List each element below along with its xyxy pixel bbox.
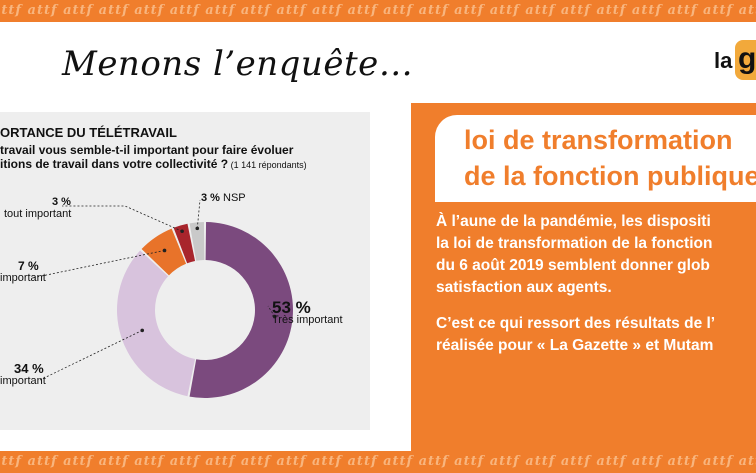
slice-pas-du-tout (173, 223, 196, 264)
leader-line (39, 330, 143, 381)
label-important-34-text: important (0, 375, 46, 387)
label-nsp: 3 % NSP (201, 192, 246, 204)
label-tres-important-value: 53 % (272, 298, 311, 317)
label-pas-du-tout-value: 3 % (52, 196, 71, 208)
label-pas-du-tout-text: tout important (4, 208, 72, 220)
leader-dot (180, 229, 184, 234)
slice-important (117, 250, 196, 397)
chart-question-line1: travail vous semble-t-il important pour … (0, 143, 294, 157)
label-nsp-value: 3 % (201, 192, 220, 204)
leader-line (196, 199, 201, 229)
label-pas-du-tout: 3 % tout important (0, 196, 71, 220)
chart-question-line2: itions de travail dans votre collectivit… (0, 157, 229, 171)
article-title-line2: de la fonction publique (464, 161, 756, 191)
leader-dot (162, 248, 167, 253)
label-important-7-text: important (0, 272, 46, 284)
band-pattern-text: attf attf attf attf attf attf attf attf … (0, 454, 756, 469)
respondents-count: (1 141 répondants) (228, 160, 307, 170)
bottom-pattern-band: attf attf attf attf attf attf attf attf … (0, 451, 756, 473)
chart-question: travail vous semble-t-il important pour … (0, 143, 307, 172)
leader-dot (272, 314, 277, 319)
logo-letter: g (735, 40, 756, 80)
leader-line (31, 250, 165, 279)
label-important-34: 34 % important (0, 361, 46, 387)
article-title-box: loi de transformation de la fonction pub… (435, 115, 756, 202)
leader-line (62, 205, 183, 232)
leader-dot (195, 226, 200, 231)
label-tres-important: 53 % Très important (272, 298, 343, 326)
article-paragraph-1: À l’aune de la pandémie, les dispositi l… (436, 211, 756, 299)
paragraph-1-line: du 6 août 2019 semblent donner glob (436, 257, 710, 274)
label-tres-important-text: Très important (272, 314, 343, 326)
paragraph-2-line: C’est ce qui ressort des résultats de l’ (436, 315, 716, 332)
slice-tres-important (189, 222, 293, 398)
la-gazette-logo[interactable]: la g (714, 40, 756, 84)
paragraph-1-line: À l’aune de la pandémie, les dispositi (436, 213, 711, 230)
paragraph-2-line: réalisée pour « La Gazette » et Mutam (436, 337, 714, 354)
chart-title: ORTANCE DU TÉLÉTRAVAIL (0, 125, 177, 140)
label-nsp-text: NSP (223, 192, 246, 204)
chart-panel: ORTANCE DU TÉLÉTRAVAIL travail vous semb… (0, 112, 370, 430)
paragraph-1-line: satisfaction aux agents. (436, 279, 612, 296)
label-important-34-value: 34 % (14, 361, 44, 376)
headline: Menons l’enquête… (62, 44, 414, 84)
article-title-line1: loi de transformation (464, 125, 733, 155)
slice-nsp (189, 222, 205, 261)
band-pattern-text: attf attf attf attf attf attf attf attf … (0, 3, 756, 18)
paragraph-1-line: la loi de transformation de la fonction (436, 235, 713, 252)
label-important-7-value: 7 % (18, 259, 39, 273)
leader-dot (140, 328, 145, 333)
donut-chart (31, 199, 293, 398)
logo-prefix: la (714, 48, 733, 73)
top-pattern-band: attf attf attf attf attf attf attf attf … (0, 0, 756, 22)
article-paragraph-2: C’est ce qui ressort des résultats de l’… (436, 313, 756, 357)
label-important-7: 7 % important (0, 260, 46, 284)
